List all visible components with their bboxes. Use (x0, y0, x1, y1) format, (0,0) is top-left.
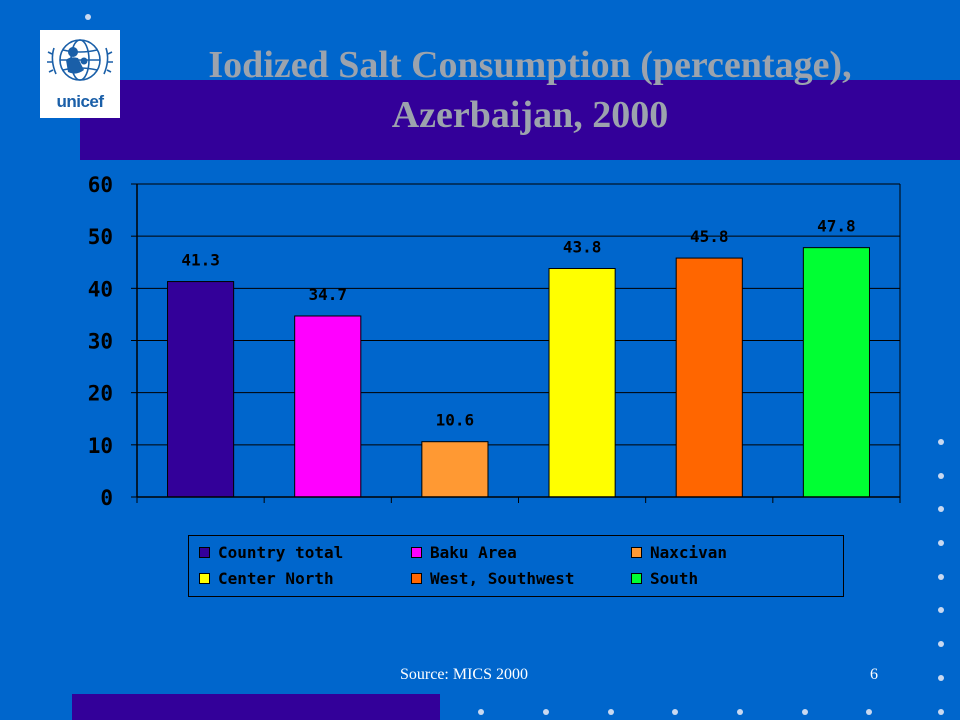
legend-label: South (650, 569, 699, 588)
decor-dot (478, 709, 484, 715)
data-label: 10.6 (436, 411, 475, 430)
footer-band (72, 694, 440, 720)
axis-layer: 0 10 20 30 40 50 60 (88, 173, 901, 510)
source-note: Source: MICS 2000 (400, 666, 528, 683)
slide-title: Iodized Salt Consumption (percentage), A… (150, 40, 910, 140)
legend-item: South (631, 569, 698, 588)
decor-dot (866, 709, 872, 715)
y-tick-label: 0 (100, 486, 113, 510)
page-number: 6 (870, 666, 878, 683)
chart-legend: Country total Baku Area Naxcivan Center Nor… (188, 535, 844, 597)
legend-item: Baku Area (411, 543, 517, 562)
legend-label: West, Southwest (430, 569, 575, 588)
legend-label: Baku Area (430, 543, 517, 562)
legend-item: West, Southwest (411, 569, 575, 588)
decor-dot (543, 709, 549, 715)
data-label: 43.8 (563, 238, 602, 257)
logo-wordmark: unicef (56, 92, 104, 111)
unicef-logo: unicef (40, 30, 120, 118)
decor-dot (938, 540, 944, 546)
bar-3 (421, 441, 489, 498)
bar-2 (294, 315, 362, 498)
decor-dot (938, 574, 944, 580)
bar-1 (167, 281, 235, 498)
decor-dot (938, 709, 944, 715)
bar-4 (548, 268, 616, 498)
bar-5 (675, 257, 743, 498)
y-tick-label: 20 (88, 382, 113, 406)
title-band (80, 80, 960, 160)
legend-label: Country total (218, 543, 344, 562)
title-line-1: Iodized Salt Consumption (percentage), (208, 44, 852, 86)
decor-dot (672, 709, 678, 715)
data-label: 47.8 (817, 217, 856, 236)
decor-dot (938, 641, 944, 647)
y-tick-label: 50 (88, 225, 113, 249)
legend-item: Center North (199, 569, 334, 588)
legend-label: Center North (218, 569, 334, 588)
decor-dot (608, 709, 614, 715)
bar-layer (167, 247, 870, 498)
y-tick-label: 10 (88, 434, 113, 458)
decor-dot (737, 709, 743, 715)
decor-dot (85, 14, 91, 20)
data-label: 45.8 (690, 227, 729, 246)
legend-item: Country total (199, 543, 343, 562)
decor-dot (938, 506, 944, 512)
decor-dot (938, 607, 944, 613)
legend-item: Naxcivan (631, 543, 727, 562)
data-label: 34.7 (308, 285, 347, 304)
decor-dot (938, 439, 944, 445)
legend-swatch (631, 547, 642, 558)
legend-label: Naxcivan (650, 543, 728, 562)
y-tick-label: 40 (88, 277, 113, 301)
grid-layer (137, 183, 900, 446)
title-line-2: Azerbaijan, 2000 (391, 94, 669, 136)
legend-swatch (631, 573, 642, 584)
data-label: 41.3 (181, 251, 220, 270)
label-layer: 41.3 34.7 10.6 43.8 45.8 47.8 (181, 217, 855, 430)
bar-6 (802, 247, 870, 498)
decor-dot (938, 473, 944, 479)
legend-swatch (411, 547, 422, 558)
decor-dot (938, 675, 944, 681)
legend-swatch (411, 573, 422, 584)
decor-dot (802, 709, 808, 715)
legend-swatch (199, 573, 210, 584)
unicef-emblem-icon (47, 39, 113, 81)
y-tick-label: 30 (88, 330, 113, 354)
legend-swatch (199, 547, 210, 558)
y-tick-label: 60 (88, 173, 113, 197)
